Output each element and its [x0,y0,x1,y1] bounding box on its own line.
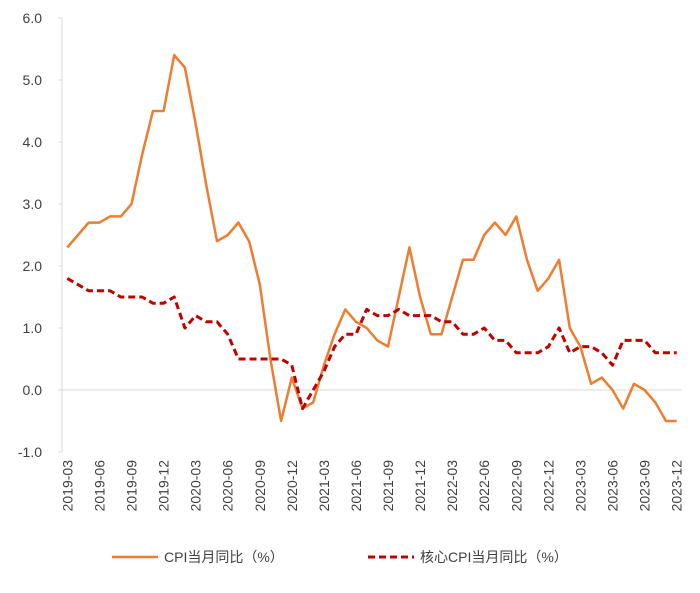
legend-label: 核心CPI当月同比（%） [420,549,568,565]
x-tick-label: 2023-12 [669,460,685,512]
x-tick-label: 2019-06 [91,460,107,512]
x-tick-label: 2023-06 [605,460,621,512]
x-tick-label: 2021-09 [380,460,396,512]
y-tick-label: 1.0 [23,320,43,336]
y-tick-label: 3.0 [23,196,43,212]
y-tick-label: 6.0 [23,10,43,26]
x-tick-label: 2019-09 [123,460,139,512]
x-tick-label: 2019-03 [59,460,75,512]
x-tick-label: 2021-06 [348,460,364,512]
series-line [66,53,677,423]
y-tick-label: 0.0 [23,382,43,398]
legend-label: CPI当月同比（%） [164,549,284,565]
y-tick-label: 5.0 [23,72,43,88]
y-tick-label: 4.0 [23,134,43,150]
x-tick-label: 2023-09 [637,460,653,512]
x-tick-label: 2022-09 [508,460,524,512]
x-tick-label: 2020-12 [284,460,300,512]
x-tick-label: 2020-06 [220,460,236,512]
x-tick-label: 2023-03 [572,460,588,512]
series-line [66,277,677,411]
x-tick-label: 2021-12 [412,460,428,512]
x-tick-label: 2021-03 [316,460,332,512]
x-tick-label: 2020-03 [188,460,204,512]
y-tick-label: -1.0 [18,444,42,460]
x-tick-label: 2019-12 [156,460,172,512]
y-tick-label: 2.0 [23,258,43,274]
x-tick-label: 2022-12 [540,460,556,512]
x-tick-label: 2022-03 [444,460,460,512]
x-tick-label: 2022-06 [476,460,492,512]
x-tick-label: 2020-09 [252,460,268,512]
